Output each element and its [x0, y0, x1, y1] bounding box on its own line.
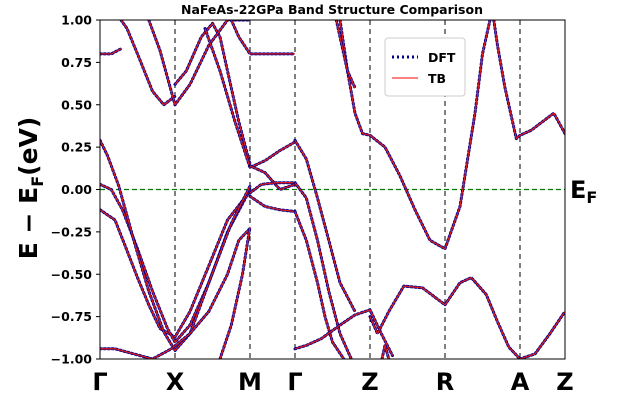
- x-tick-label: A: [511, 368, 530, 395]
- y-tick-label: −0.25: [51, 224, 92, 239]
- band-dft: [293, 210, 346, 359]
- band-dft: [518, 310, 565, 359]
- band-tb: [120, 20, 176, 106]
- svg-text:EF: EF: [570, 176, 597, 207]
- x-tick-label: R: [436, 368, 454, 395]
- band-tb: [493, 20, 565, 140]
- band-dft: [147, 20, 252, 107]
- band-tb: [294, 182, 352, 359]
- y-tick-label: 0.00: [61, 182, 92, 197]
- fermi-label-subscript: F: [586, 188, 597, 207]
- band-tb: [100, 48, 122, 55]
- band-tb: [339, 20, 491, 250]
- band-tb: [249, 195, 296, 213]
- band-tb: [100, 140, 251, 352]
- bands: [100, 20, 565, 359]
- y-axis-label-unit: (eV): [14, 117, 43, 176]
- plot-frame: [99, 19, 566, 360]
- band-tb: [381, 344, 390, 359]
- band-dft: [173, 21, 252, 166]
- band-dft: [100, 47, 123, 56]
- band-tb: [204, 28, 296, 169]
- band-dft: [218, 225, 252, 359]
- band-tb: [294, 211, 345, 359]
- x-tick-label: Z: [361, 368, 378, 395]
- band-tb: [249, 165, 296, 191]
- y-axis-label-main: E − E: [14, 187, 43, 260]
- x-tick-label: Γ: [92, 368, 107, 395]
- y-tick-label: 0.75: [61, 55, 92, 70]
- svg-text:E − EF(eV): E − EF(eV): [14, 117, 47, 260]
- legend-box: [384, 37, 466, 97]
- x-tick-label: X: [166, 368, 185, 395]
- chart-title: NaFeAs-22GPa Band Structure Comparison: [181, 2, 483, 17]
- band-dft: [293, 181, 353, 359]
- band-tb: [148, 20, 250, 106]
- y-tick-label: 0.25: [61, 140, 92, 155]
- fermi-label-main: E: [570, 176, 586, 204]
- legend-tb-label: TB: [428, 71, 446, 86]
- y-tick-label: −0.50: [51, 267, 93, 282]
- y-axis-label: E − EF(eV): [14, 117, 47, 260]
- y-tick-label: 0.50: [61, 97, 92, 112]
- legend: DFT TB: [384, 37, 466, 97]
- x-tick-label: Z: [556, 368, 573, 395]
- y-ticks: 1.00 0.75 0.50 0.25 0.00 −0.25 −0.50 −0.75 −1.00: [51, 13, 100, 367]
- band-tb: [174, 22, 251, 165]
- y-tick-label: −0.75: [51, 309, 92, 324]
- y-tick-label: 1.00: [61, 13, 92, 28]
- x-tick-label: M: [238, 368, 262, 395]
- band-tb: [519, 311, 565, 359]
- band-dft: [229, 20, 297, 56]
- band-dft: [492, 20, 565, 141]
- band-tb: [230, 20, 295, 55]
- band-tb: [219, 226, 251, 359]
- band-tb: [335, 20, 356, 89]
- band-tb: [369, 276, 521, 359]
- legend-dft-label: DFT: [428, 50, 456, 65]
- band-dft: [248, 194, 297, 213]
- x-tick-label: Γ: [287, 368, 302, 395]
- y-axis-label-subscript: F: [28, 176, 47, 187]
- band-tb: [100, 228, 251, 359]
- fermi-level-label: EF: [570, 176, 597, 207]
- band-tb: [249, 182, 295, 194]
- band-tb: [100, 190, 251, 338]
- band-tb: [294, 139, 356, 312]
- y-tick-label: −1.00: [51, 352, 93, 367]
